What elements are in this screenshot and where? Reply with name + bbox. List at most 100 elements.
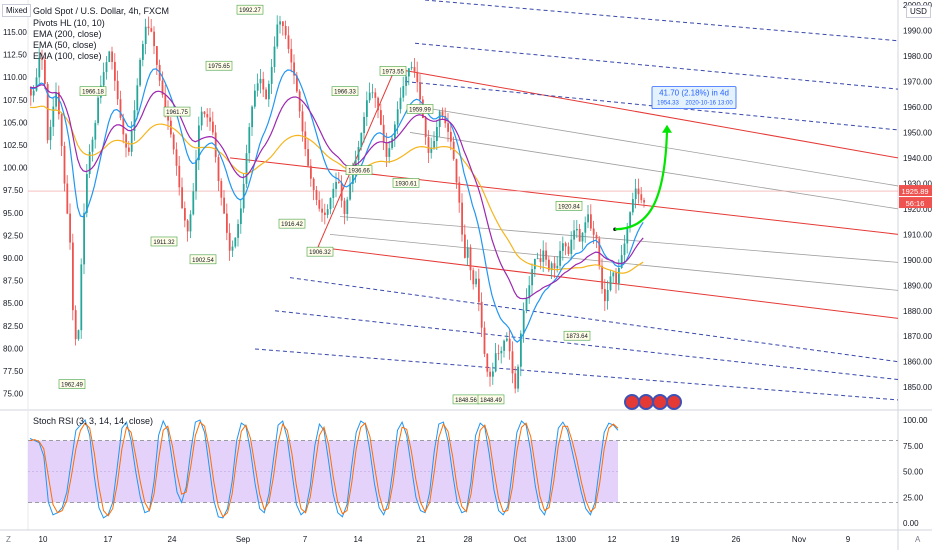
candle-body (436, 127, 438, 142)
candle-body (349, 183, 351, 200)
projection-change: 41.70 (2.18%) in 4d (659, 89, 729, 98)
candle-body (58, 92, 60, 115)
oscillator-label[interactable]: Stoch RSI (3, 3, 14, 14, close) (33, 416, 154, 426)
countdown-label: 56:16 (906, 199, 925, 208)
pivot-label-box (278, 218, 306, 229)
candle-body (562, 243, 564, 251)
candle-body (38, 57, 41, 78)
pivot-label: 1848.56 (455, 398, 477, 404)
candle-body (536, 257, 539, 259)
candle-body (74, 310, 77, 340)
pivot-label: 1930.61 (395, 181, 417, 187)
pivot-label-box (379, 66, 407, 76)
flag-icons[interactable] (624, 392, 682, 414)
candle-body (248, 127, 251, 154)
candle-body (307, 149, 309, 166)
candle-body (517, 366, 519, 389)
candle-body (55, 92, 57, 107)
pivot-label-box (477, 394, 505, 405)
candle-body (433, 141, 435, 148)
x-axis-tick: Sep (236, 535, 251, 544)
candle-body (116, 80, 119, 100)
x-axis-tick: 21 (417, 535, 426, 544)
pivot-label: 1902.54 (192, 258, 214, 264)
candle-body (284, 25, 287, 36)
candle-body (203, 111, 206, 115)
us-flag-icon[interactable] (666, 394, 682, 410)
candle-body (410, 67, 413, 69)
candle-body (276, 24, 279, 47)
candle-body (139, 59, 141, 86)
candle-body (181, 187, 183, 209)
candle-body (419, 82, 421, 100)
candle-body (564, 243, 567, 247)
candle-body (522, 310, 525, 334)
pivot-label-box (306, 246, 334, 257)
pivot-label: 1916.42 (281, 222, 303, 228)
candle-body (525, 298, 528, 311)
candle-body (598, 238, 601, 266)
candle-body (150, 28, 153, 32)
candle-body (534, 258, 536, 270)
x-axis-tick: 13:00 (556, 535, 577, 544)
candle-body (88, 151, 91, 175)
candle-body (72, 242, 74, 311)
indicator-ema50[interactable]: EMA (50, close) (33, 40, 97, 50)
candle-body (77, 330, 80, 340)
indicator-ema200[interactable]: EMA (200, close) (33, 29, 102, 39)
candle-body (620, 255, 623, 269)
left-axis-tick: 107.50 (3, 96, 28, 105)
candle-body (175, 149, 178, 166)
pivot-label-box (392, 178, 420, 188)
right-axis-tick: 1940.00 (903, 154, 932, 163)
right-axis-tick: 1950.00 (903, 128, 932, 137)
candle-body (511, 351, 514, 374)
pivot-label-box (189, 254, 217, 265)
candle-body (49, 126, 52, 141)
candle-body (382, 124, 385, 143)
candle-body (447, 123, 449, 132)
candle-body (405, 76, 407, 86)
candle-body (97, 97, 99, 123)
candle-body (363, 116, 365, 134)
pivot-label-box (331, 86, 359, 96)
candle-body (623, 243, 626, 256)
indicator-ema100[interactable]: EMA (100, close) (33, 51, 102, 61)
candle-body (338, 181, 340, 183)
candle-body (234, 237, 237, 247)
candle-body (573, 230, 575, 240)
candle-body (108, 51, 111, 63)
pivot-label-box (555, 201, 583, 211)
candle-body (357, 147, 360, 161)
right-axis-tick: 1860.00 (903, 358, 932, 367)
candle-body (500, 350, 503, 354)
left-axis-tick: 110.00 (3, 73, 27, 82)
candle-body (254, 90, 256, 107)
candle-body (153, 31, 155, 47)
candle-body (335, 181, 337, 189)
right-axis-tick: 1850.00 (903, 383, 932, 392)
candle-body (539, 257, 542, 262)
pivot-label: 1911.32 (153, 240, 175, 246)
candle-body (464, 234, 466, 258)
candle-body (352, 172, 354, 184)
stoch-rsi-pane: 100.00 75.00 50.00 25.00 0.00 (28, 416, 928, 528)
zoom-icon: Z (6, 535, 11, 544)
countdown-badge (899, 197, 932, 209)
rsi-axis-tick: 0.00 (903, 519, 919, 528)
candle-body (147, 26, 150, 29)
rsi-axis-tick: 100.00 (903, 416, 928, 425)
candle-body (315, 190, 318, 200)
mode-badge[interactable]: Mixed (2, 4, 32, 17)
indicator-pivots[interactable]: Pivots HL (10, 10) (33, 18, 105, 28)
candle-body (296, 75, 298, 92)
candle-body (590, 214, 592, 229)
pivot-label: 1920.84 (558, 204, 580, 210)
currency-badge[interactable]: USD (906, 5, 931, 18)
left-axis-tick: 97.50 (3, 186, 24, 195)
candle-body (385, 142, 388, 157)
pivot-label-box (236, 4, 264, 15)
projection-date: 2020-10-16 13:00 (685, 101, 733, 107)
channel-outer (414, 42, 899, 90)
